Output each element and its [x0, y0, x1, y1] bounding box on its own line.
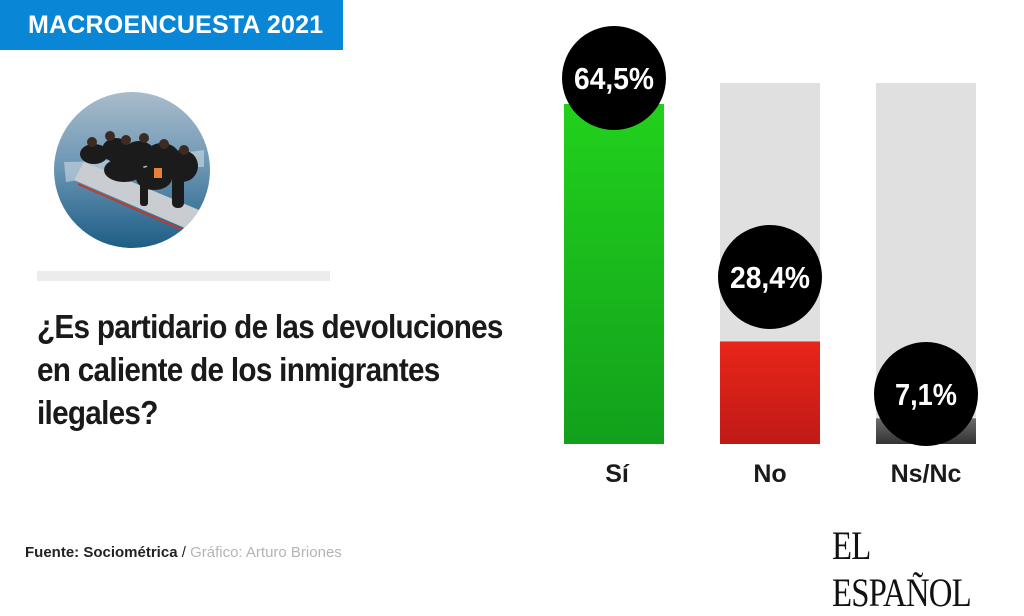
bar-si [564, 104, 664, 444]
source-credit: Fuente: Sociométrica / Gráfico: Arturo B… [25, 544, 342, 561]
value-label-si: 64,5% [574, 61, 654, 96]
value-bubble-no [718, 225, 822, 329]
value-bubble-ns-nc [874, 342, 978, 446]
category-label-ns-nc: Ns/Nc [891, 460, 962, 488]
graphic-credit: Gráfico: Arturo Briones [190, 544, 342, 561]
value-bubble-si [562, 26, 666, 130]
value-label-no: 28,4% [730, 260, 810, 295]
value-label-ns-nc: 7,1% [895, 377, 957, 412]
el-espanol-logo: EL ESPAÑOL [832, 523, 972, 615]
survey-badge: MACROENCUESTA 2021 [0, 0, 343, 50]
survey-question: ¿Es partidario de las devoluciones en ca… [37, 308, 503, 431]
source-separator: / [177, 544, 191, 561]
section-divider [37, 271, 330, 281]
bar-chart: 64,5% Sí 28,4% No 7,1% Ns/Nc [562, 26, 978, 488]
bar-no [720, 341, 820, 444]
migrant-boat-photo [54, 92, 210, 248]
category-label-si: Sí [605, 460, 630, 488]
source-label: Fuente: Sociométrica [25, 544, 178, 561]
category-label-no: No [753, 460, 786, 488]
